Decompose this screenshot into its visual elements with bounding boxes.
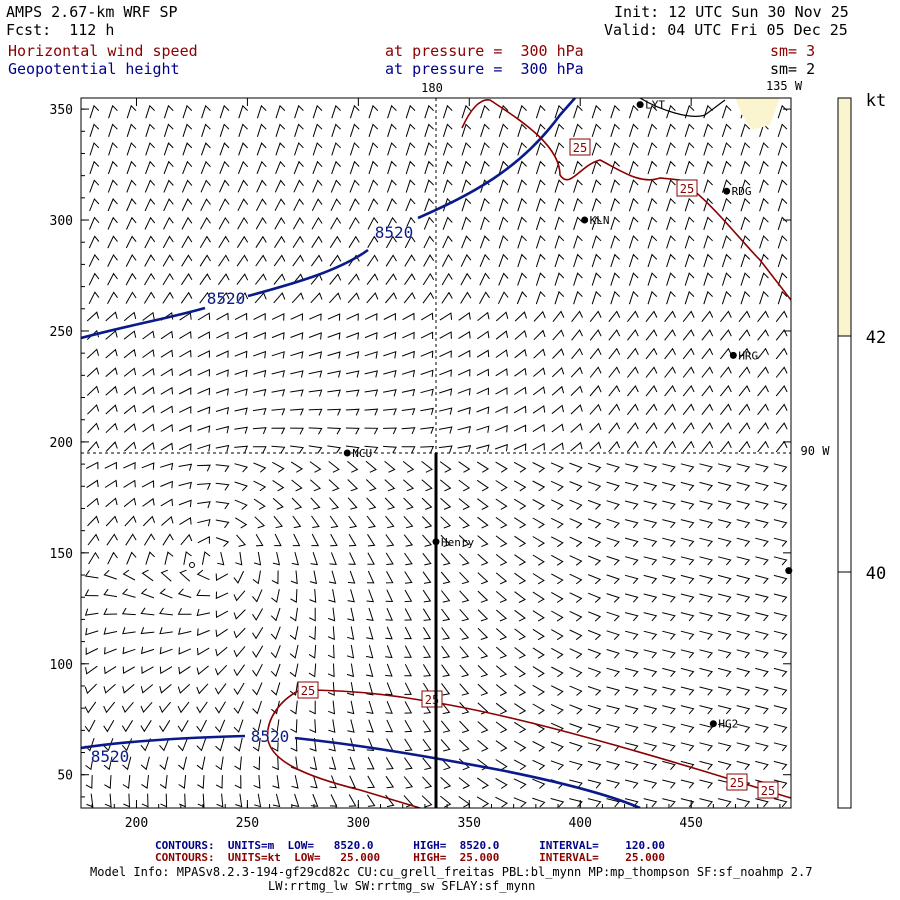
contours-speed-info: CONTOURS: UNITS=kt LOW= 25.000 HIGH= 25.… — [155, 851, 665, 864]
y-tick-label-250: 250 — [50, 325, 73, 340]
speed-label-1-text: 25 — [573, 141, 587, 155]
station-marker-2 — [581, 216, 589, 224]
speed-label-1-box — [569, 138, 591, 156]
meridian-label-180: 180 — [421, 81, 443, 95]
level-wind: at pressure = 300 hPa — [385, 42, 584, 60]
speed-contour-south-upper — [299, 689, 791, 799]
pole-marker — [189, 562, 195, 568]
graticule: 180 135 W 90 W — [81, 79, 830, 808]
height-contour-south — [81, 734, 641, 808]
contour-lines: 8520 8520 8520 8520 25 25 25 25 25 25 — [81, 98, 791, 808]
colorbar-label-42: 42 — [866, 328, 886, 348]
speed-contour-black — [639, 98, 726, 117]
x-tick-label-250: 250 — [236, 816, 259, 831]
level-height: at pressure = 300 hPa — [385, 60, 584, 78]
speed-label-2-text: 25 — [680, 182, 694, 196]
height-label-3: 8520 — [91, 747, 130, 766]
x-tick-label-400: 400 — [568, 816, 591, 831]
speed-label-6-text: 25 — [761, 784, 775, 798]
field-geopotential: Geopotential height — [8, 60, 180, 78]
x-tick-label-350: 350 — [458, 816, 481, 831]
colorbar: kt 42 40 — [837, 91, 886, 809]
smoothing-wind: sm= 3 — [770, 42, 816, 60]
station-label-0: LYT — [645, 99, 665, 112]
x-tick-label-300: 300 — [347, 816, 370, 831]
plot-frame — [80, 97, 792, 809]
station-marker-6 — [709, 720, 717, 728]
height-label-2: 8520 — [375, 223, 414, 242]
y-tick-label-200: 200 — [50, 436, 73, 451]
init-time: Init: 12 UTC Sun 30 Nov 25 — [614, 3, 849, 21]
valid-time: Valid: 04 UTC Fri 05 Dec 25 — [604, 21, 848, 39]
wind-barb-field — [84, 104, 788, 808]
y-tick-label-150: 150 — [50, 547, 73, 562]
height-contour-north — [81, 98, 576, 340]
colorbar-frame — [837, 97, 852, 809]
x-tick-label-200: 200 — [125, 816, 148, 831]
speed-label-6: 25 — [757, 781, 779, 799]
y-tick-label-50: 50 — [57, 769, 73, 784]
station-label-6: HG2 — [718, 718, 738, 731]
speed-shade-42 — [735, 98, 780, 130]
y-tick-label-350: 350 — [50, 103, 73, 118]
speed-label-1: 25 — [569, 138, 591, 156]
station-label-5: Henry — [441, 536, 474, 549]
station-marker-4 — [343, 449, 351, 457]
model-info-physics: LW:rrtmg_lw SW:rrtmg_sw SFLAY:sf_mynn — [268, 879, 536, 893]
speed-contour-north — [461, 99, 791, 301]
speed-label-6-box — [757, 781, 779, 799]
forecast-hour: Fcst: 112 h — [6, 21, 115, 39]
colorbar-label-40: 40 — [866, 564, 886, 584]
speed-label-5: 25 — [726, 773, 748, 791]
height-label-4: 8520 — [251, 727, 290, 746]
station-marker-0 — [636, 101, 644, 109]
model-info: Model Info: MPASv8.2.3-194-gf29cd82c CU:… — [90, 865, 813, 879]
speed-contour-south-lower — [266, 689, 421, 808]
speed-label-3-box — [297, 681, 319, 699]
station-label-1: RDG — [732, 185, 752, 198]
colorbar-unit: kt — [866, 91, 886, 111]
y-tick-label-300: 300 — [50, 214, 73, 229]
speed-label-5-box — [726, 773, 748, 791]
smoothing-height: sm= 2 — [770, 60, 816, 78]
meridian-label-90w: 90 W — [801, 444, 831, 458]
station-label-4: NCU — [352, 447, 372, 460]
colorbar-segment-42 — [838, 98, 851, 336]
wind-barbs — [84, 104, 788, 808]
y-tick-label-100: 100 — [50, 658, 73, 673]
station-marker-5 — [432, 538, 440, 546]
field-wind-speed: Horizontal wind speed — [8, 42, 198, 60]
station-marker-1 — [723, 187, 731, 195]
station-markers: LYT RDG KLN HRG NCU Henry HG2 — [343, 99, 793, 731]
speed-label-2-box — [676, 179, 698, 197]
station-label-2: KLN — [590, 214, 610, 227]
height-label-1: 8520 — [207, 289, 246, 308]
x-tick-label-450: 450 — [679, 816, 702, 831]
speed-label-4: 25 — [421, 690, 443, 708]
speed-label-3: 25 — [297, 681, 319, 699]
meridian-label-135w: 135 W — [766, 79, 803, 93]
axes: 200 250 300 350 400 450 50 100 150 200 250 300 350 — [50, 98, 791, 831]
contours-height-info: CONTOURS: UNITS=m LOW= 8520.0 HIGH= 8520… — [155, 839, 665, 852]
speed-label-3-text: 25 — [301, 684, 315, 698]
station-marker-3 — [729, 351, 737, 359]
speed-label-2: 25 — [676, 179, 698, 197]
model-title: AMPS 2.67-km WRF SP — [6, 3, 178, 21]
station-label-3: HRG — [738, 349, 758, 362]
speed-label-5-text: 25 — [730, 776, 744, 790]
